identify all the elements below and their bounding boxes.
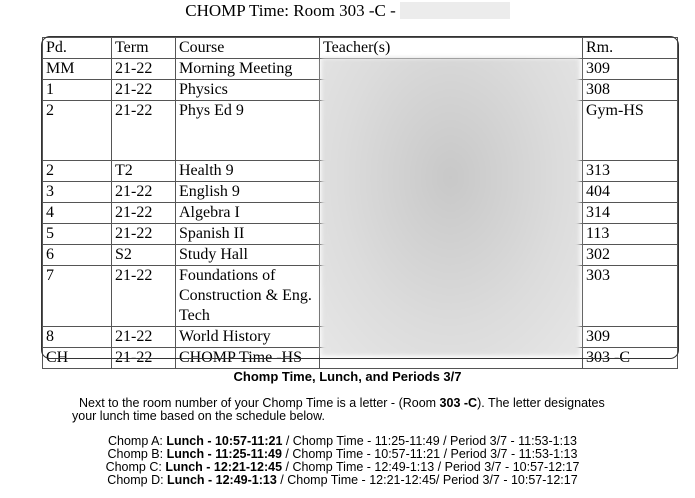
schedule-line: Chomp B: Lunch - 11:25-11:49 / Chomp Tim…: [0, 448, 690, 461]
other-times: / Chomp Time - 10:57-11:21 / Period 3/7 …: [281, 447, 578, 461]
cell-course: Foundations of Construction & Eng. Tech: [175, 265, 320, 327]
other-times: / Chomp Time - 12:49-1:13 / Period 3/7 -…: [282, 460, 580, 474]
cell-room: 113: [582, 223, 678, 245]
cell-pd: 6: [42, 244, 112, 266]
cell-course: Health 9: [175, 160, 320, 182]
header-room: Rm.: [582, 37, 678, 59]
cell-room: 302: [582, 244, 678, 266]
para-line-2: your lunch time based on the schedule be…: [72, 409, 325, 423]
cell-course: Morning Meeting: [175, 58, 320, 80]
cell-term: 21-22: [111, 223, 176, 245]
cell-course: CHOMP Time -HS: [175, 347, 320, 369]
cell-pd: 1: [42, 79, 112, 101]
chomp-label: Chomp A:: [108, 434, 167, 448]
cell-pd: MM: [42, 58, 112, 80]
chomp-label: Chomp C:: [105, 460, 166, 474]
lunch-time: Lunch - 12:49-1:13: [167, 473, 277, 487]
cell-course: English 9: [175, 181, 320, 203]
cell-pd: 2: [42, 100, 112, 161]
header-teacher: Teacher(s): [319, 37, 583, 59]
lunch-time: Lunch - 11:25-11:49: [166, 447, 282, 461]
cell-room: 308: [582, 79, 678, 101]
lunch-time: Lunch - 12:21-12:45: [165, 460, 283, 474]
cell-term: T2: [111, 160, 176, 182]
cell-pd: 8: [42, 326, 112, 348]
cell-course: Phys Ed 9: [175, 100, 320, 161]
cell-course: World History: [175, 326, 320, 348]
info-heading: Chomp Time, Lunch, and Periods 3/7: [233, 369, 462, 384]
cell-term: 21-22: [111, 347, 176, 369]
cell-term: 21-22: [111, 265, 176, 327]
cell-course: Algebra I: [175, 202, 320, 224]
cell-room: 303 -C: [582, 347, 678, 369]
cell-room: 309: [582, 58, 678, 80]
cell-pd: 7: [42, 265, 112, 327]
redacted-name: [399, 2, 510, 19]
other-times: / Chomp Time - 12:21-12:45/ Period 3/7 -…: [276, 473, 578, 487]
cell-pd: 2: [42, 160, 112, 182]
cell-term: 21-22: [111, 79, 176, 101]
cell-course: Spanish II: [175, 223, 320, 245]
cell-room: 313: [582, 160, 678, 182]
lunch-schedule: Chomp A: Lunch - 10:57-11:21 / Chomp Tim…: [0, 435, 690, 487]
cell-room: 314: [582, 202, 678, 224]
title-text: CHOMP Time: Room 303 -C -: [185, 1, 396, 20]
other-times: / Chomp Time - 11:25-11:49 / Period 3/7 …: [282, 434, 577, 448]
cell-room: 309: [582, 326, 678, 348]
schedule-line: Chomp D: Lunch - 12:49-1:13 / Chomp Time…: [0, 474, 690, 487]
cell-term: 21-22: [111, 58, 176, 80]
info-paragraph: Next to the room number of your Chomp Ti…: [72, 397, 652, 423]
schedule-line: Chomp A: Lunch - 10:57-11:21 / Chomp Tim…: [0, 435, 690, 448]
para-text-2: ). The letter designates: [477, 396, 605, 410]
header-pd: Pd.: [42, 37, 112, 59]
cell-pd: 3: [42, 181, 112, 203]
cell-course: Physics: [175, 79, 320, 101]
cell-pd: CH: [42, 347, 112, 369]
cell-term: S2: [111, 244, 176, 266]
header-course: Course: [175, 37, 320, 59]
cell-term: 21-22: [111, 181, 176, 203]
cell-room: 404: [582, 181, 678, 203]
cell-term: 21-22: [111, 202, 176, 224]
cell-room: Gym-HS: [582, 100, 678, 161]
header-term: Term: [111, 37, 176, 59]
cell-term: 21-22: [111, 100, 176, 161]
cell-pd: 5: [42, 223, 112, 245]
lunch-time: Lunch - 10:57-11:21: [166, 434, 283, 448]
chomp-label: Chomp B:: [107, 447, 167, 461]
chomp-label: Chomp D:: [107, 473, 168, 487]
cell-term: 21-22: [111, 326, 176, 348]
redacted-teachers: [321, 58, 580, 356]
page-title: CHOMP Time: Room 303 -C -: [0, 1, 695, 21]
para-room: 303 -C: [439, 396, 478, 410]
cell-pd: 4: [42, 202, 112, 224]
para-text: Next to the room number of your Chomp Ti…: [79, 396, 440, 410]
table-header-row: Pd. Term Course Teacher(s) Rm.: [42, 37, 678, 59]
cell-course: Study Hall: [175, 244, 320, 266]
schedule-line: Chomp C: Lunch - 12:21-12:45 / Chomp Tim…: [0, 461, 690, 474]
cell-room: 303: [582, 265, 678, 327]
